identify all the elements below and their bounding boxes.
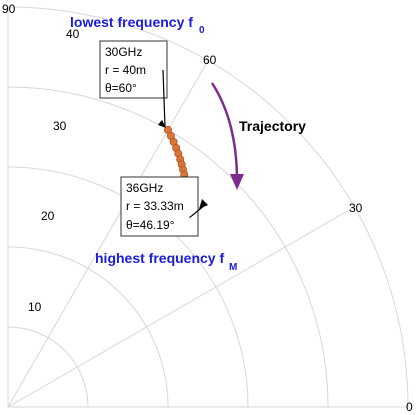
start-box-line: r = 40m [105, 63, 146, 77]
angle-tick-label: 30 [349, 201, 363, 215]
grid-arc [7, 6, 409, 408]
trajectory-label: Trajectory [239, 118, 306, 134]
start-pointer-line [162, 69, 166, 127]
end-box-line: r = 33.33m [126, 199, 184, 213]
polar-grid [7, 6, 409, 408]
highest-frequency-subscript: M [229, 262, 237, 273]
radial-tick-label: 30 [53, 119, 67, 133]
start-box-line: θ=60° [105, 81, 137, 95]
grid-arc [7, 166, 249, 408]
start-box-line: 30GHz [105, 45, 142, 59]
trajectory-arrow-line [210, 82, 239, 177]
radial-tick-label: 10 [28, 300, 42, 314]
end-box-line: 36GHz [126, 181, 163, 195]
angle-tick-label: 60 [203, 53, 217, 67]
grid-arc [7, 246, 169, 408]
trajectory-arrow [210, 82, 244, 190]
lowest-frequency-subscript: 0 [199, 25, 205, 36]
highest-frequency-label: highest frequency f [95, 250, 224, 266]
end-box [120, 176, 199, 237]
grid-ray [7, 206, 355, 408]
end-box-line: θ=46.19° [126, 218, 175, 232]
angle-tick-label: 0 [406, 400, 413, 414]
start-pointer-head [158, 119, 166, 128]
angle-tick-label: 90 [2, 2, 16, 16]
end-pointer-head [199, 199, 208, 209]
grid-arc [7, 326, 89, 408]
trajectory-arrowhead [230, 174, 244, 190]
radial-tick-label: 20 [41, 209, 55, 223]
lowest-frequency-label: lowest frequency f [70, 14, 193, 30]
radial-tick-label: 40 [66, 27, 80, 41]
annotations: 30GHz r = 40m θ=60° 36GHz r = 33.33m θ=46.19°… [70, 14, 306, 273]
start-box [99, 40, 168, 99]
grid-ray [7, 60, 209, 408]
